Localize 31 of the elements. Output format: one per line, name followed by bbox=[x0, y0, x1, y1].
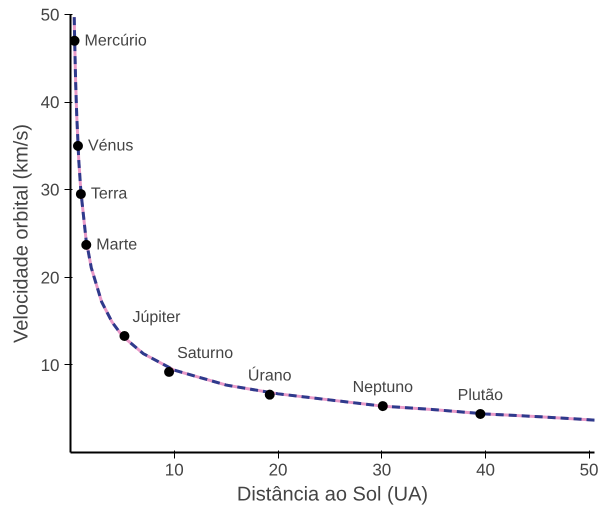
annotation: Mercúrio bbox=[84, 32, 147, 50]
x-tick-label: 10 bbox=[164, 460, 184, 480]
x-axis-title: Distância ao Sol (UA) bbox=[236, 484, 428, 506]
point bbox=[475, 408, 486, 419]
line-series bbox=[72, 16, 594, 422]
y-tick-label: 40 bbox=[40, 93, 60, 112]
annotation: Saturno bbox=[177, 344, 234, 362]
y-tick-label: 10 bbox=[40, 356, 60, 375]
x-tick-label: 50 bbox=[580, 460, 598, 480]
y-axis-title: Velocidade orbital (km/s) bbox=[10, 124, 33, 343]
x-tick-label: 20 bbox=[268, 460, 288, 480]
point bbox=[264, 390, 275, 400]
y-tick-label: 20 bbox=[40, 268, 60, 288]
point bbox=[72, 140, 83, 151]
annotation: Plutão bbox=[458, 386, 504, 404]
annotation: Terra bbox=[90, 186, 128, 203]
point bbox=[76, 189, 86, 200]
point bbox=[119, 331, 130, 341]
annotation: Júpiter bbox=[132, 308, 182, 326]
annotation: Marte bbox=[96, 236, 138, 254]
point bbox=[378, 401, 388, 412]
point bbox=[164, 366, 174, 377]
annotation: Úrano bbox=[248, 366, 292, 385]
annotation: Neptuno bbox=[352, 379, 414, 396]
annotation: Vénus bbox=[88, 137, 134, 154]
point bbox=[70, 36, 80, 46]
y-tick-label: 30 bbox=[40, 180, 60, 200]
point bbox=[81, 240, 92, 250]
x-tick-label: 40 bbox=[476, 460, 496, 480]
y-tick-label: 50 bbox=[40, 6, 60, 24]
x-tick-label: 30 bbox=[372, 460, 392, 480]
